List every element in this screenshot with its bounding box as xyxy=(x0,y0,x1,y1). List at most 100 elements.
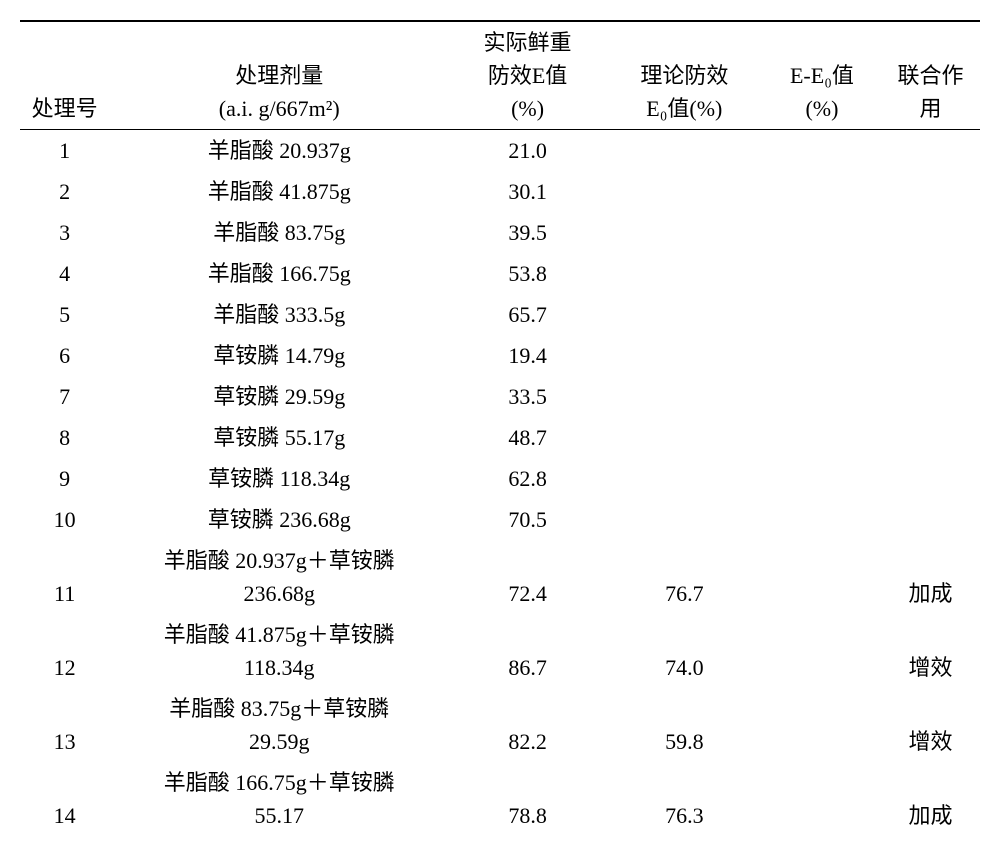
dose-main-line: 草铵膦 55.17g xyxy=(115,421,443,454)
cell-dose: 草铵膦 14.79g xyxy=(109,335,449,376)
cell-e0: 76.7 xyxy=(606,540,763,614)
table-row: 6草铵膦 14.79g19.4 xyxy=(20,335,980,376)
cell-eff: 加成 xyxy=(881,762,980,836)
cell-id: 8 xyxy=(20,417,109,458)
efficacy-table: 处理号 处理剂量(a.i. g/667m²) 实际鲜重防效E值(%) 理论防效E… xyxy=(20,20,980,836)
cell-e: 86.7 xyxy=(449,614,606,688)
cell-id: 4 xyxy=(20,253,109,294)
cell-e: 33.5 xyxy=(449,376,606,417)
cell-diff xyxy=(763,253,881,294)
cell-e: 70.5 xyxy=(449,499,606,540)
cell-e0 xyxy=(606,212,763,253)
cell-eff xyxy=(881,130,980,172)
dose-main-line: 羊脂酸 20.937g xyxy=(115,134,443,167)
cell-e0 xyxy=(606,130,763,172)
cell-diff xyxy=(763,130,881,172)
dose-main-line: 羊脂酸 83.75g xyxy=(115,216,443,249)
cell-diff xyxy=(763,688,881,762)
cell-eff: 增效 xyxy=(881,688,980,762)
dose-pre-line: 羊脂酸 20.937g＋草铵膦 xyxy=(115,544,443,577)
cell-id: 10 xyxy=(20,499,109,540)
cell-eff xyxy=(881,417,980,458)
cell-e0 xyxy=(606,376,763,417)
cell-e: 82.2 xyxy=(449,688,606,762)
dose-pre-line: 羊脂酸 166.75g＋草铵膦 xyxy=(115,766,443,799)
cell-e: 19.4 xyxy=(449,335,606,376)
cell-dose: 草铵膦 118.34g xyxy=(109,458,449,499)
table-row: 11羊脂酸 20.937g＋草铵膦236.68g72.476.7加成 xyxy=(20,540,980,614)
col-header-e: 实际鲜重防效E值(%) xyxy=(449,21,606,130)
cell-e: 30.1 xyxy=(449,171,606,212)
cell-e: 48.7 xyxy=(449,417,606,458)
dose-main-line: 29.59g xyxy=(115,725,443,758)
cell-id: 11 xyxy=(20,540,109,614)
cell-e: 72.4 xyxy=(449,540,606,614)
header-line: E₀值(%) xyxy=(646,96,722,121)
header-line: (a.i. g/667m²) xyxy=(219,96,340,121)
cell-e0 xyxy=(606,171,763,212)
cell-dose: 羊脂酸 166.75g xyxy=(109,253,449,294)
table-row: 1羊脂酸 20.937g21.0 xyxy=(20,130,980,172)
table-row: 3羊脂酸 83.75g39.5 xyxy=(20,212,980,253)
dose-main-line: 236.68g xyxy=(115,577,443,610)
cell-dose: 羊脂酸 166.75g＋草铵膦55.17 xyxy=(109,762,449,836)
cell-e0 xyxy=(606,417,763,458)
cell-diff xyxy=(763,417,881,458)
cell-eff xyxy=(881,171,980,212)
cell-dose: 草铵膦 55.17g xyxy=(109,417,449,458)
dose-main-line: 羊脂酸 41.875g xyxy=(115,175,443,208)
cell-e0: 74.0 xyxy=(606,614,763,688)
header-line: 处理号 xyxy=(32,96,98,121)
dose-main-line: 羊脂酸 333.5g xyxy=(115,298,443,331)
cell-e: 62.8 xyxy=(449,458,606,499)
dose-pre-line: 羊脂酸 83.75g＋草铵膦 xyxy=(115,692,443,725)
cell-diff xyxy=(763,294,881,335)
col-header-e0: 理论防效E₀值(%) xyxy=(606,21,763,130)
cell-diff xyxy=(763,499,881,540)
cell-diff xyxy=(763,762,881,836)
cell-diff xyxy=(763,376,881,417)
cell-id: 2 xyxy=(20,171,109,212)
cell-id: 7 xyxy=(20,376,109,417)
table-row: 5羊脂酸 333.5g65.7 xyxy=(20,294,980,335)
col-header-eff: 联合作用 xyxy=(881,21,980,130)
cell-diff xyxy=(763,458,881,499)
header-line: 防效E值 xyxy=(488,63,567,88)
cell-id: 1 xyxy=(20,130,109,172)
header-line: 处理剂量 xyxy=(235,63,323,88)
cell-diff xyxy=(763,171,881,212)
cell-id: 9 xyxy=(20,458,109,499)
header-line: (%) xyxy=(805,96,838,121)
header-line: 联合作 xyxy=(898,63,964,88)
table-row: 2羊脂酸 41.875g30.1 xyxy=(20,171,980,212)
header-line: (%) xyxy=(511,96,544,121)
cell-dose: 羊脂酸 20.937g xyxy=(109,130,449,172)
cell-e0 xyxy=(606,499,763,540)
cell-eff xyxy=(881,335,980,376)
cell-dose: 羊脂酸 83.75g xyxy=(109,212,449,253)
col-header-id: 处理号 xyxy=(20,21,109,130)
cell-diff xyxy=(763,540,881,614)
cell-e0 xyxy=(606,458,763,499)
dose-pre-line: 羊脂酸 41.875g＋草铵膦 xyxy=(115,618,443,651)
cell-id: 12 xyxy=(20,614,109,688)
table-row: 10草铵膦 236.68g70.5 xyxy=(20,499,980,540)
dose-main-line: 草铵膦 118.34g xyxy=(115,462,443,495)
cell-id: 14 xyxy=(20,762,109,836)
cell-e: 65.7 xyxy=(449,294,606,335)
cell-diff xyxy=(763,212,881,253)
dose-main-line: 55.17 xyxy=(115,799,443,832)
col-header-dose: 处理剂量 (a.i. g/667m²) xyxy=(109,21,449,130)
cell-e: 21.0 xyxy=(449,130,606,172)
dose-main-line: 草铵膦 29.59g xyxy=(115,380,443,413)
cell-diff xyxy=(763,335,881,376)
table-row: 8草铵膦 55.17g48.7 xyxy=(20,417,980,458)
table-row: 12羊脂酸 41.875g＋草铵膦118.34g86.774.0增效 xyxy=(20,614,980,688)
cell-dose: 草铵膦 29.59g xyxy=(109,376,449,417)
cell-eff xyxy=(881,253,980,294)
header-line: 用 xyxy=(920,96,942,121)
cell-dose: 羊脂酸 41.875g xyxy=(109,171,449,212)
table-row: 9草铵膦 118.34g62.8 xyxy=(20,458,980,499)
cell-dose: 羊脂酸 41.875g＋草铵膦118.34g xyxy=(109,614,449,688)
cell-eff xyxy=(881,294,980,335)
